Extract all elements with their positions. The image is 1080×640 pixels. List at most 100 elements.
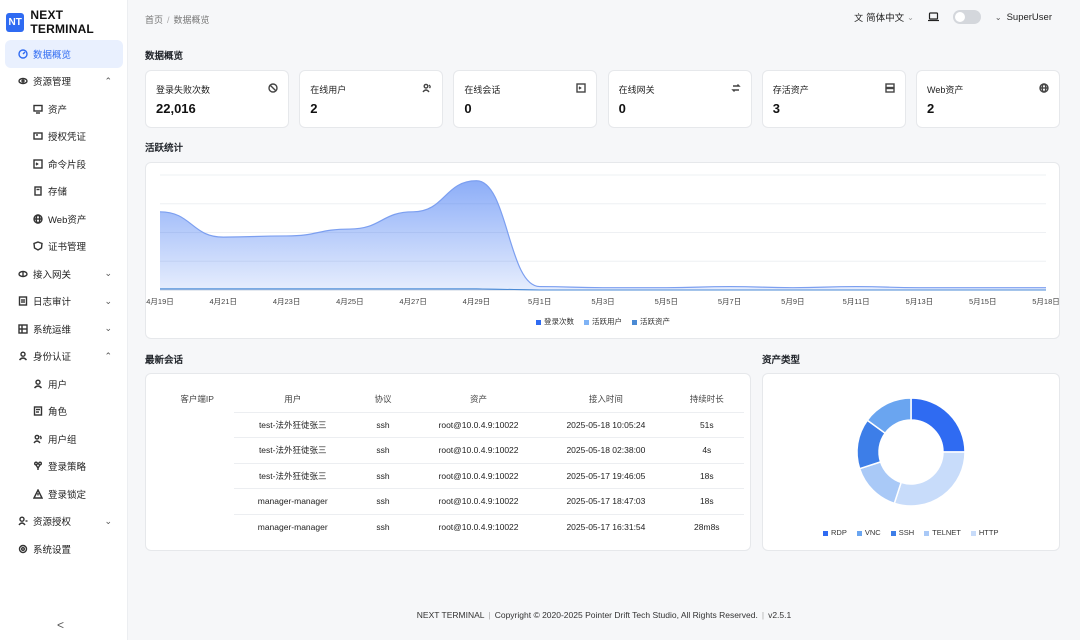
pie-slice-http[interactable] (893, 451, 966, 507)
legend-item[interactable]: HTTP (970, 528, 999, 537)
table-row[interactable]: manager-manager ssh root@10.0.4.9:10022 202… (160, 488, 744, 514)
sidebar-item-13[interactable]: 角色 (0, 398, 128, 426)
sidebar-item-5[interactable]: 存储 (0, 178, 128, 206)
log-icon (18, 296, 28, 306)
pie-slice-rdp[interactable] (910, 397, 966, 453)
table-cell: 2025-05-17 18:47:03 (542, 488, 670, 514)
column-header: 用户 (284, 393, 302, 404)
legend-item[interactable]: SSH (890, 528, 914, 537)
legend-item[interactable]: 活跃资产 (632, 316, 670, 327)
footer-product: NEXT TERMINAL (416, 610, 485, 620)
stat-card-4[interactable]: 存活资产 3 (761, 70, 906, 128)
sidebar-item-8[interactable]: 接入网关 ⌄ (0, 260, 128, 288)
sidebar-item-label: 身份认证 (33, 352, 72, 364)
table-cell: ssh (351, 411, 415, 438)
switch-icon (730, 83, 741, 95)
stat-card-0[interactable]: 登录失败次数 22,016 (145, 70, 289, 128)
storage-icon (33, 186, 43, 196)
chevron-down-icon: ⌄ (994, 12, 1002, 22)
language-selector[interactable]: 文 简体中文 ⌄ (854, 10, 914, 25)
stat-value: 0 (618, 101, 626, 116)
language-label: 简体中文 (866, 13, 905, 24)
pie-slice-telnet[interactable] (858, 460, 903, 505)
activity-legend: 登录次数 活跃用户 活跃资产 (536, 316, 670, 327)
app-logo[interactable]: NT NEXT TERMINAL (6, 8, 127, 36)
stat-value: 2 (310, 101, 318, 116)
legend-item[interactable]: VNC (856, 528, 881, 537)
table-row[interactable]: test-法外狂徒张三 ssh root@10.0.4.9:10022 2025-05… (160, 462, 744, 489)
stat-card-5[interactable]: Web资产 2 (916, 70, 1060, 128)
series-line-2 (160, 288, 1046, 291)
pie-slice-vnc[interactable] (866, 397, 912, 435)
activity-title: 活跃统计 (145, 143, 184, 154)
table-row[interactable]: test-法外狂徒张三 ssh root@10.0.4.9:10022 2025-05… (160, 437, 744, 463)
table-cell: test-法外狂徒张三 (234, 462, 352, 489)
breadcrumb-home[interactable]: 首页 (145, 15, 164, 25)
sidebar-item-label: 系统设置 (33, 544, 72, 556)
user-menu[interactable]: ⌄ SuperUser (995, 12, 1052, 23)
legend-item[interactable]: RDP (823, 528, 847, 537)
sidebar-item-label: Web资产 (48, 214, 87, 226)
sidebar-item-3[interactable]: 授权凭证 (0, 123, 128, 151)
chevron-down-icon[interactable]: ⌄ (104, 515, 112, 526)
activity-chart: 4月19日 4月21日 4月23日 4月25日 4月27日 4月29日 5月1日 5月3日 5月… (146, 174, 1060, 306)
theme-toggle[interactable] (952, 10, 981, 24)
sidebar-item-label: 用户组 (48, 434, 77, 446)
table-cell: manager-manager (234, 488, 352, 514)
footer: NEXT TERMINAL | Copyright © 2020-2025 Poin… (416, 610, 792, 620)
x-tick-label: 5月1日 (528, 297, 551, 306)
role-icon (33, 406, 43, 416)
table-cell (160, 463, 234, 489)
table-cell: 18s (669, 488, 744, 514)
sidebar-item-14[interactable]: 用户组 (0, 425, 128, 453)
blocked-icon (268, 83, 278, 95)
sidebar-item-label: 系统运维 (33, 324, 72, 336)
stat-card-2[interactable]: 在线会话 0 (453, 70, 598, 128)
chevron-down-icon[interactable]: ⌄ (104, 323, 112, 334)
legend-label: HTTP (978, 528, 999, 537)
legend-item[interactable]: 活跃用户 (584, 316, 622, 327)
stat-label: 存活资产 (772, 85, 809, 95)
legend-item[interactable]: 登录次数 (536, 316, 574, 327)
table-cell: root@10.0.4.9:10022 (414, 437, 543, 463)
sidebar-item-label: 资产 (48, 104, 68, 116)
asset-types-title: 资产类型 (762, 355, 801, 366)
table-cell: 4s (669, 437, 744, 463)
sidebar-item-1[interactable]: 资源管理 ⌃ (0, 68, 128, 96)
chevron-up-icon[interactable]: ⌃ (104, 75, 112, 86)
sidebar-item-7[interactable]: 证书管理 (0, 233, 128, 261)
sidebar-item-2[interactable]: 资产 (0, 95, 128, 123)
column-header: 协议 (374, 393, 392, 404)
table-cell: test-法外狂徒张三 (234, 437, 352, 463)
sidebar-item-15[interactable]: 登录策略 (0, 453, 128, 481)
sidebar-item-11[interactable]: 身份认证 ⌃ (0, 343, 128, 371)
stat-card-3[interactable]: 在线网关 0 (607, 70, 752, 128)
x-tick-label: 5月7日 (718, 297, 741, 306)
sidebar-item-16[interactable]: 登录锁定 (0, 480, 128, 508)
sidebar-item-18[interactable]: 系统设置 (0, 535, 128, 563)
stat-value: 22,016 (156, 101, 196, 116)
sidebar-item-label: 登录策略 (48, 462, 87, 474)
sidebar-item-label: 数据概览 (33, 49, 72, 61)
sidebar-item-label: 授权凭证 (48, 132, 87, 144)
sidebar-item-17[interactable]: 资源授权 ⌄ (0, 508, 128, 536)
legend-item[interactable]: TELNET (924, 528, 961, 537)
chevron-up-icon[interactable]: ⌃ (104, 350, 112, 361)
column-header: 持续时长 (689, 393, 724, 404)
sidebar-item-4[interactable]: 命令片段 (0, 150, 128, 178)
sidebar-item-12[interactable]: 用户 (0, 370, 128, 398)
dashboard-icon (18, 49, 28, 59)
table-row[interactable]: manager-manager ssh root@10.0.4.9:10022 202… (160, 513, 744, 540)
x-tick-label: 4月21日 (210, 297, 238, 306)
chevron-down-icon[interactable]: ⌄ (104, 268, 112, 279)
sidebar-item-6[interactable]: Web资产 (0, 205, 128, 233)
table-row[interactable]: test-法外狂徒张三 ssh root@10.0.4.9:10022 2025-05… (160, 411, 744, 438)
stat-card-1[interactable]: 在线用户 2 (299, 70, 444, 128)
sidebar-item-9[interactable]: 日志审计 ⌄ (0, 288, 128, 316)
sidebar-item-10[interactable]: 系统运维 ⌄ (0, 315, 128, 343)
collapse-sidebar-button[interactable]: < (57, 618, 65, 632)
laptop-icon[interactable] (927, 12, 939, 22)
sidebar-item-0[interactable]: 数据概览 (5, 40, 123, 68)
chevron-down-icon[interactable]: ⌄ (104, 295, 112, 306)
ops-icon (18, 324, 28, 334)
